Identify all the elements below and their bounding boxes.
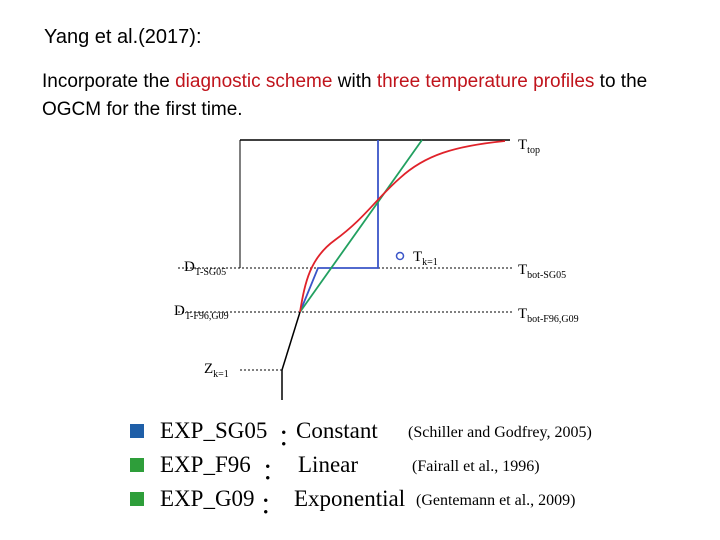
experiment-name: EXP_SG05 — [160, 418, 268, 443]
scheme-name: Linear — [298, 452, 359, 477]
highlight-three-temperature-profiles: three temperature profiles — [376, 71, 595, 92]
square-bullet-icon — [130, 492, 144, 506]
scheme-name: Constant — [296, 418, 378, 443]
highlight-diagnostic-scheme: diagnostic scheme — [175, 71, 333, 92]
t-bot-f96-g09-label: Tbot-F96,G09 — [518, 306, 579, 325]
t-top-label: Ttop — [518, 137, 540, 156]
intro-text-part: to the OGCM for the first time. — [42, 71, 648, 120]
intro-text-part: with — [332, 71, 377, 92]
d-t-f96-g09-label: DT-F96,G09 — [174, 303, 229, 322]
scheme-name: Exponential — [294, 486, 406, 511]
constant-profile-line — [299, 140, 379, 313]
reference-citation: (Gentemann et al., 2009) — [416, 492, 576, 509]
separator-colon: ： — [260, 493, 283, 518]
reference-citation: (Fairall et al., 1996) — [412, 458, 540, 475]
linear-profile-line — [299, 139, 423, 313]
t-k1-label: Tk=1 — [413, 249, 438, 268]
t-bot-sg05-label: Tbot-SG05 — [518, 262, 566, 281]
slide-title: Yang et al.(2017): — [44, 26, 202, 48]
reference-citation: (Schiller and Godfrey, 2005) — [408, 424, 592, 441]
below-layer-line — [281, 311, 301, 371]
separator-colon: ： — [278, 425, 301, 450]
d-t-sg05-label: DT-SG05 — [184, 259, 226, 278]
intro-text: Incorporate the diagnostic scheme with t… — [42, 68, 682, 124]
square-bullet-icon — [130, 458, 144, 472]
experiment-name: EXP_F96 — [160, 452, 251, 477]
t-k1-marker — [395, 251, 405, 261]
z-k1-label: Zk=1 — [204, 361, 229, 380]
experiment-name: EXP_G09 — [160, 486, 255, 511]
intro-text-part: Incorporate the — [42, 71, 176, 92]
exponential-profile-curve — [299, 140, 506, 313]
separator-colon: ： — [262, 459, 285, 484]
square-bullet-icon — [130, 424, 144, 438]
